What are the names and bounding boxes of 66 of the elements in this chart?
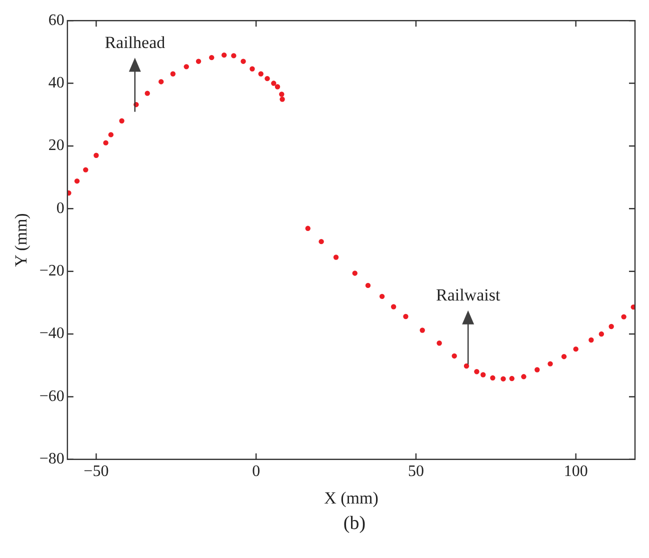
x-tick-label: −50 bbox=[84, 463, 109, 480]
point bbox=[158, 79, 164, 84]
point bbox=[209, 54, 214, 60]
x-tick-label: 100 bbox=[564, 463, 588, 480]
point bbox=[436, 340, 442, 346]
y-tick-label: 40 bbox=[48, 74, 64, 92]
point bbox=[608, 324, 614, 330]
point bbox=[379, 294, 385, 300]
point bbox=[534, 367, 540, 372]
point bbox=[305, 226, 310, 232]
point bbox=[279, 92, 284, 97]
point bbox=[250, 66, 255, 72]
text: (b) bbox=[342, 513, 367, 535]
point bbox=[588, 337, 594, 343]
point bbox=[403, 314, 408, 320]
point bbox=[222, 52, 227, 58]
point bbox=[231, 53, 236, 58]
point bbox=[621, 314, 626, 320]
y-tick-label: −80 bbox=[39, 450, 64, 468]
point bbox=[390, 304, 396, 310]
point bbox=[240, 58, 246, 64]
point bbox=[264, 76, 270, 82]
point bbox=[630, 304, 635, 310]
point bbox=[274, 84, 280, 90]
point bbox=[196, 58, 202, 64]
y-tick-label: 60 bbox=[48, 12, 64, 29]
point bbox=[509, 376, 514, 382]
point bbox=[94, 152, 99, 158]
point bbox=[420, 328, 425, 333]
y-tick-label: 20 bbox=[48, 137, 64, 154]
point bbox=[548, 361, 553, 366]
point bbox=[521, 374, 526, 380]
point bbox=[119, 118, 124, 124]
point bbox=[452, 353, 457, 359]
point bbox=[352, 270, 358, 276]
point bbox=[490, 375, 496, 381]
point bbox=[280, 96, 285, 102]
point bbox=[464, 363, 470, 369]
x-tick-label: 0 bbox=[252, 463, 260, 480]
point bbox=[108, 132, 114, 138]
point bbox=[74, 178, 80, 184]
point bbox=[365, 282, 371, 288]
point bbox=[318, 238, 324, 244]
point bbox=[598, 331, 604, 337]
annotation: Railhead bbox=[104, 32, 166, 52]
y-tick-label: 0 bbox=[56, 200, 64, 217]
point bbox=[271, 80, 276, 86]
point bbox=[474, 369, 480, 374]
point bbox=[83, 167, 88, 172]
y-tick-label: −40 bbox=[39, 325, 64, 342]
point bbox=[561, 354, 567, 360]
y-axis-title: Y (mm) bbox=[12, 213, 31, 267]
point bbox=[144, 90, 150, 96]
y-tick-label: −20 bbox=[39, 262, 64, 280]
annotation: Railwaist bbox=[436, 285, 500, 304]
point bbox=[184, 64, 189, 70]
x-tick-label: 50 bbox=[408, 463, 424, 480]
point bbox=[333, 254, 339, 260]
point bbox=[103, 140, 108, 146]
y-tick-label: −60 bbox=[39, 388, 64, 405]
point bbox=[573, 346, 578, 352]
point bbox=[480, 372, 486, 378]
point bbox=[170, 71, 176, 76]
point bbox=[500, 376, 506, 382]
point bbox=[258, 71, 264, 76]
x-axis-title: X (mm) bbox=[324, 488, 378, 508]
